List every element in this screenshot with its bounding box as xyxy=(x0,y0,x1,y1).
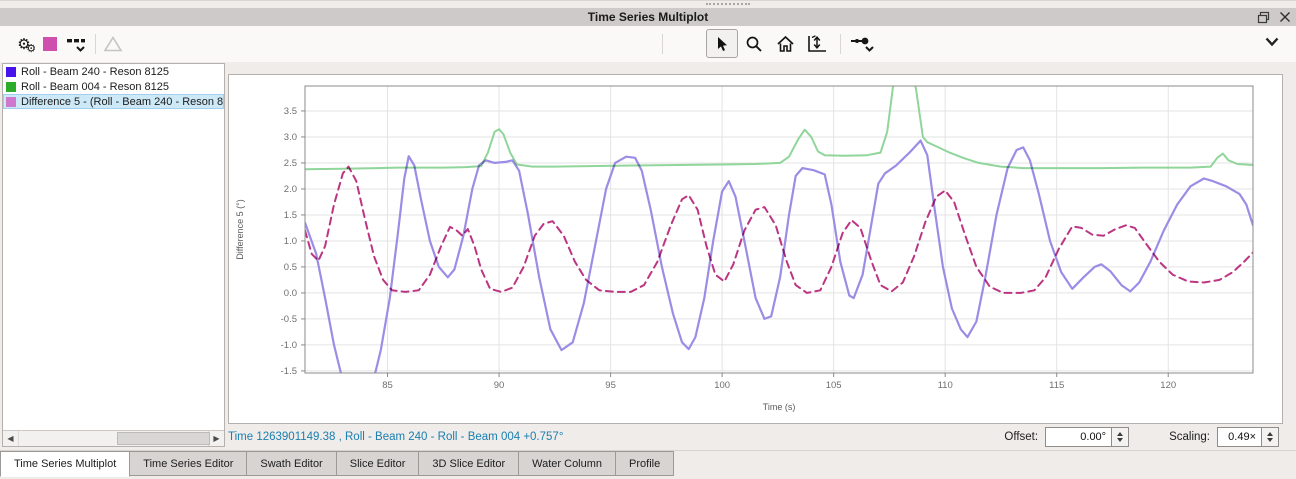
legend-horizontal-scrollbar[interactable]: ◀ ▶ xyxy=(3,430,224,446)
svg-text:95: 95 xyxy=(605,380,616,391)
svg-text:110: 110 xyxy=(938,380,953,391)
scaling-value-field[interactable]: 0.49× xyxy=(1217,426,1261,447)
legend-item-label: Roll - Beam 240 - Reson 8125 xyxy=(21,65,169,78)
offset-label: Offset: xyxy=(1004,430,1039,443)
legend-item[interactable]: Roll - Beam 240 - Reson 8125 xyxy=(3,64,224,79)
legend-color-swatch xyxy=(6,96,16,107)
tab-time-series-multiplot[interactable]: Time Series Multiplot xyxy=(0,451,131,477)
tab-water-column[interactable]: Water Column xyxy=(519,451,617,476)
dock-drag-handle[interactable] xyxy=(706,3,750,8)
series-line-roll-beam-004-reson-8125 xyxy=(305,86,1253,171)
toolbar-separator xyxy=(840,34,841,54)
scaling-spinbox: 0.49× xyxy=(1217,426,1279,447)
marker-style-dropdown-icon[interactable] xyxy=(848,30,880,58)
settings-gears-icon[interactable]: ⚙ ⚙ xyxy=(17,35,37,55)
titlebar[interactable]: Time Series Multiplot xyxy=(0,8,1296,26)
y-axis-title: Difference 5 (°) xyxy=(235,199,245,259)
home-view-icon[interactable] xyxy=(773,30,797,58)
line-style-dropdown-icon[interactable] xyxy=(64,30,90,58)
svg-text:120: 120 xyxy=(1160,380,1176,391)
toolbar-separator xyxy=(662,34,663,54)
legend-color-swatch xyxy=(6,66,16,77)
toolbar: ⚙ ⚙ xyxy=(0,26,1296,62)
tab-slice-editor[interactable]: Slice Editor xyxy=(336,451,420,476)
float-window-icon[interactable] xyxy=(1256,10,1270,24)
scroll-right-arrow[interactable]: ▶ xyxy=(209,431,224,446)
fit-vertical-scale-icon[interactable] xyxy=(804,30,830,58)
svg-text:1.5: 1.5 xyxy=(284,210,297,221)
window-title: Time Series Multiplot xyxy=(587,10,709,24)
bottom-tabbar: Time Series Multiplot Time Series Editor S… xyxy=(0,450,1296,479)
svg-text:90: 90 xyxy=(494,380,505,391)
offset-value-field[interactable]: 0.00° xyxy=(1045,426,1112,447)
scroll-left-arrow[interactable]: ◀ xyxy=(3,431,18,446)
chart-panel: 3.5 3.0 2.5 2.0 1.5 1.0 0.5 0.0 -0.5 -1.0 -1.5 85 90… xyxy=(228,74,1283,424)
axis-labels: 3.5 3.0 2.5 2.0 1.5 1.0 0.5 0.0 -0.5 -1.0 -1.5 85 90… xyxy=(235,106,1176,412)
legend-panel: Roll - Beam 240 - Reson 8125 Roll - Beam … xyxy=(2,63,225,447)
cursor-readout: Time 1263901149.38 , Roll - Beam 240 - R… xyxy=(228,430,564,443)
scrollbar-thumb[interactable] xyxy=(117,432,210,445)
svg-text:-1.0: -1.0 xyxy=(281,340,297,351)
series-lines xyxy=(305,86,1253,373)
scrollbar-track[interactable] xyxy=(18,431,210,446)
tab-time-series-editor[interactable]: Time Series Editor xyxy=(130,451,248,476)
zoom-magnifier-icon[interactable] xyxy=(742,30,766,58)
svg-text:2.5: 2.5 xyxy=(284,158,297,169)
tab-profile[interactable]: Profile xyxy=(616,451,675,476)
plot-border xyxy=(304,85,1254,374)
svg-text:-0.5: -0.5 xyxy=(281,314,297,325)
legend-item[interactable]: Roll - Beam 004 - Reson 8125 xyxy=(3,79,224,94)
scaling-label: Scaling: xyxy=(1169,430,1210,443)
select-cursor-button[interactable] xyxy=(706,29,738,58)
tab-3d-slice-editor[interactable]: 3D Slice Editor xyxy=(419,451,520,476)
svg-text:3.0: 3.0 xyxy=(284,132,297,143)
toolbar-separator xyxy=(95,34,96,54)
series-line-roll-beam-240-reson-8125 xyxy=(305,139,1253,373)
color-swatch-button[interactable] xyxy=(42,30,58,58)
svg-text:3.5: 3.5 xyxy=(284,106,297,117)
toolbar-overflow-chevron-icon[interactable] xyxy=(1264,36,1280,48)
svg-text:115: 115 xyxy=(1049,380,1064,391)
statusbar: Time 1263901149.38 , Roll - Beam 240 - R… xyxy=(228,424,1290,449)
triangle-marker-icon xyxy=(101,30,125,58)
tab-swath-editor[interactable]: Swath Editor xyxy=(247,451,337,476)
svg-text:85: 85 xyxy=(382,380,393,391)
svg-text:100: 100 xyxy=(714,380,730,391)
legend-item-label: Roll - Beam 004 - Reson 8125 xyxy=(21,80,169,93)
offset-spinbox: 0.00° xyxy=(1045,426,1130,447)
offset-spinner-buttons[interactable] xyxy=(1111,426,1130,447)
legend-item-label: Difference 5 - (Roll - Beam 240 - Reson … xyxy=(21,95,224,108)
scaling-spinner-buttons[interactable] xyxy=(1261,426,1279,447)
svg-text:-1.5: -1.5 xyxy=(281,366,297,377)
legend-color-swatch xyxy=(6,81,16,92)
gridlines xyxy=(305,86,1253,373)
svg-text:0.0: 0.0 xyxy=(284,288,297,299)
x-axis-title: Time (s) xyxy=(763,402,796,412)
svg-text:0.5: 0.5 xyxy=(284,262,297,273)
time-series-plot[interactable]: 3.5 3.0 2.5 2.0 1.5 1.0 0.5 0.0 -0.5 -1.0 -1.5 85 90… xyxy=(229,75,1282,423)
cursor-arrow-icon xyxy=(717,36,727,51)
svg-text:2.0: 2.0 xyxy=(284,184,297,195)
legend-list: Roll - Beam 240 - Reson 8125 Roll - Beam … xyxy=(3,64,224,109)
series-line-difference-5-roll-beam-240-reson-8125- xyxy=(305,165,1253,294)
svg-text:1.0: 1.0 xyxy=(284,236,297,247)
close-icon[interactable] xyxy=(1278,10,1292,24)
legend-item[interactable]: Difference 5 - (Roll - Beam 240 - Reson … xyxy=(3,94,224,109)
svg-text:105: 105 xyxy=(826,380,842,391)
